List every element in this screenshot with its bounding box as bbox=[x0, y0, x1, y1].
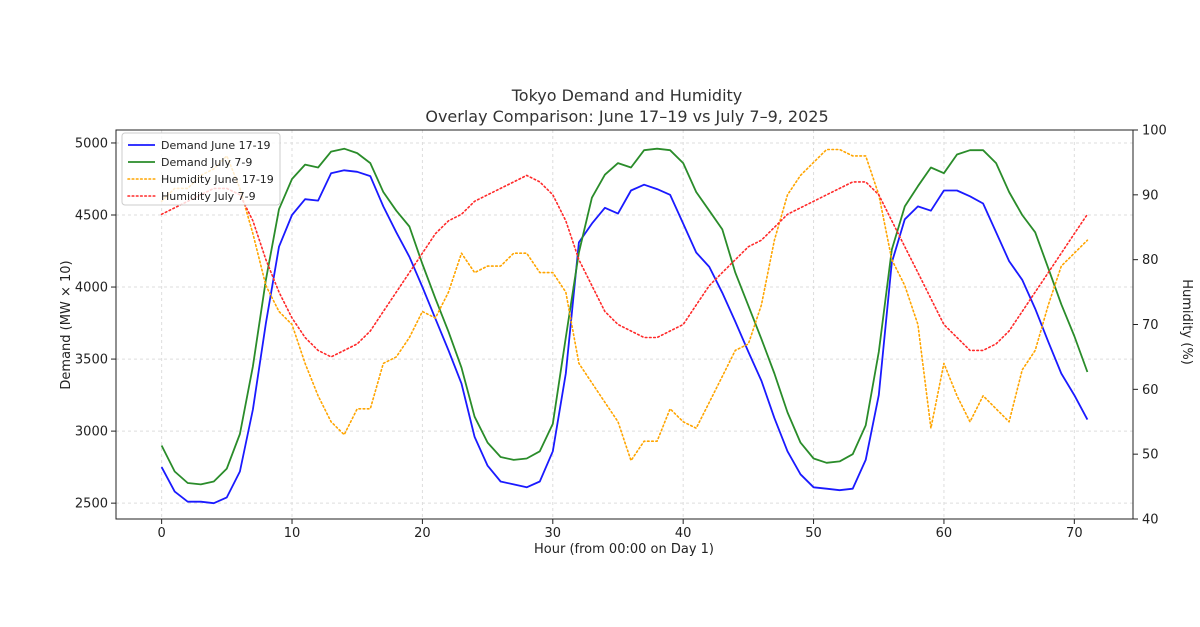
chart-subtitle: Overlay Comparison: June 17–19 vs July 7… bbox=[425, 107, 828, 126]
legend-label: Humidity July 7-9 bbox=[161, 190, 256, 203]
y2-tick-label: 80 bbox=[1142, 253, 1159, 268]
series-line-demand-july-7-9 bbox=[160, 147, 1089, 486]
series-line-demand-june-17-19 bbox=[160, 169, 1089, 505]
x-tick-label: 20 bbox=[414, 526, 431, 541]
y-tick-label: 4000 bbox=[75, 281, 108, 296]
y2-tick-label: 60 bbox=[1142, 383, 1159, 398]
x-tick-label: 60 bbox=[936, 526, 953, 541]
y-tick-label: 3500 bbox=[75, 353, 108, 368]
legend-label: Demand June 17-19 bbox=[161, 139, 271, 152]
x-tick-label: 30 bbox=[545, 526, 562, 541]
series-layer bbox=[160, 147, 1089, 505]
y2-tick-label: 100 bbox=[1142, 124, 1167, 139]
y2-tick-label: 90 bbox=[1142, 188, 1159, 203]
y-tick-label: 3000 bbox=[75, 425, 108, 440]
tick-layer: 0 10 20 30 40 50 60 70 2500 3000 3500 4000 4500 5000 4… bbox=[75, 124, 1167, 542]
legend: Demand June 17-19 Demand July 7-9 Humidity… bbox=[121, 132, 281, 206]
x-tick-label: 0 bbox=[157, 526, 165, 541]
legend-items: Demand June 17-19 Demand July 7-9 Humidity… bbox=[127, 139, 274, 203]
y2-tick-label: 70 bbox=[1142, 318, 1159, 333]
x-tick-label: 40 bbox=[675, 526, 692, 541]
legend-label: Humidity June 17-19 bbox=[161, 173, 274, 186]
series-line-humidity-july-7-9 bbox=[160, 174, 1089, 358]
y2-tick-label: 40 bbox=[1142, 513, 1159, 528]
y-tick-label: 2500 bbox=[75, 497, 108, 512]
x-tick-label: 70 bbox=[1066, 526, 1083, 541]
y2-tick-label: 50 bbox=[1142, 448, 1159, 463]
series-line-humidity-june-17-19 bbox=[160, 148, 1089, 462]
y2-axis-label: Humidity (%) bbox=[1179, 279, 1194, 365]
y-tick-label: 5000 bbox=[75, 136, 108, 151]
x-tick-label: 10 bbox=[284, 526, 301, 541]
chart-title: Tokyo Demand and Humidity bbox=[511, 86, 743, 105]
legend-label: Demand July 7-9 bbox=[161, 156, 252, 169]
legend-box bbox=[121, 132, 281, 206]
grid-layer bbox=[116, 130, 1133, 519]
x-tick-label: 50 bbox=[805, 526, 822, 541]
y-tick-label: 4500 bbox=[75, 209, 108, 224]
y-axis-label: Demand (MW × 10) bbox=[59, 260, 74, 389]
x-axis-label: Hour (from 00:00 on Day 1) bbox=[534, 542, 714, 557]
